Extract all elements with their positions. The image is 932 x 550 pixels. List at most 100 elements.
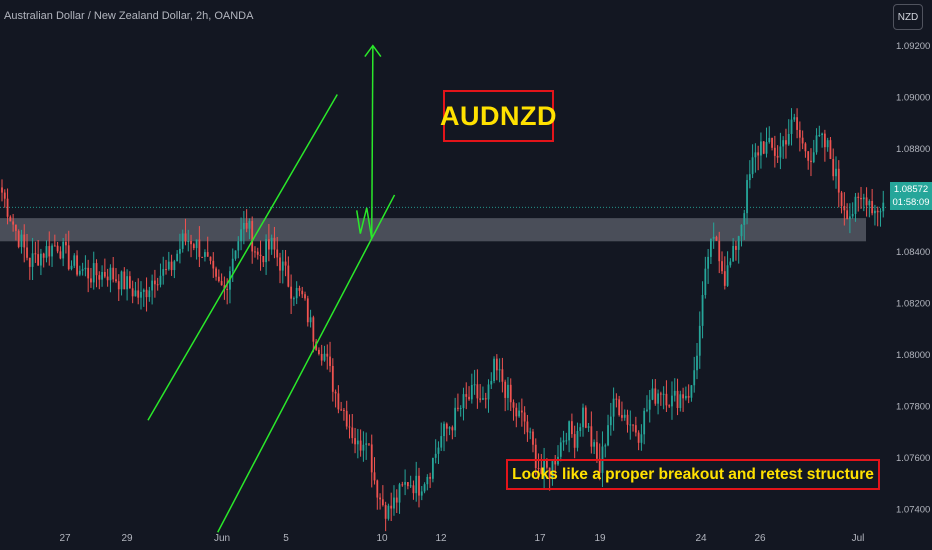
candle-body — [729, 261, 732, 266]
candle-body — [270, 237, 273, 250]
candle-body — [662, 393, 665, 395]
candle-body — [785, 140, 787, 145]
candle-body — [40, 253, 42, 266]
candle-body — [359, 440, 362, 451]
candle-body — [768, 137, 771, 143]
candle-body — [398, 484, 401, 503]
candle-body — [331, 365, 334, 392]
candle-body — [865, 197, 868, 206]
candle-body — [101, 271, 103, 280]
candle-body — [140, 291, 142, 298]
candle-body — [545, 460, 548, 468]
candle-body — [821, 133, 823, 135]
candle-body — [212, 260, 215, 269]
candle-body — [493, 358, 495, 382]
candle-body — [512, 402, 515, 408]
candle-body — [134, 290, 137, 297]
candle-body — [868, 200, 871, 206]
channel-upper — [147, 94, 338, 421]
candle-body — [715, 236, 718, 241]
candle-body — [565, 440, 568, 442]
candle-body — [618, 399, 621, 416]
candle-body — [529, 431, 532, 433]
candle-body — [217, 276, 220, 282]
candle-body — [84, 267, 87, 270]
candle-body — [596, 442, 598, 459]
candle-body — [365, 443, 368, 445]
time-tick-label: 17 — [534, 533, 546, 544]
price-tick-label: 1.08200 — [896, 299, 930, 310]
candle-body — [20, 234, 23, 247]
candle-body — [201, 256, 204, 258]
candle-body — [231, 258, 234, 272]
candle-body — [17, 230, 20, 247]
candle-body — [128, 276, 131, 289]
candle-body — [81, 269, 84, 271]
candle-body — [882, 202, 885, 212]
candle-body — [415, 475, 418, 494]
candle-body — [448, 427, 451, 429]
candle-body — [782, 140, 785, 147]
candle-body — [381, 499, 384, 506]
time-tick-label: Jun — [214, 533, 230, 544]
candle-body — [454, 407, 457, 431]
candle-body — [443, 423, 445, 437]
candle-body — [356, 440, 359, 445]
candle-body — [871, 200, 874, 214]
candle-body — [198, 239, 201, 257]
candle-body — [131, 288, 134, 297]
candle-body — [562, 440, 565, 443]
candle-body — [154, 280, 156, 285]
candle-body — [373, 472, 376, 481]
price-axis[interactable]: 1.092001.090001.088001.086001.084001.082… — [886, 0, 932, 550]
candle-body — [401, 484, 404, 486]
candle-body — [109, 267, 112, 281]
candle-body — [646, 409, 648, 411]
candle-body — [48, 246, 51, 257]
candle-body — [393, 497, 395, 509]
candle-body — [854, 196, 857, 214]
candle-body — [26, 247, 28, 258]
candle-body — [337, 393, 340, 410]
candle-body — [457, 407, 459, 409]
candle-body — [420, 491, 423, 496]
candle-body — [735, 245, 737, 250]
candle-body — [23, 234, 26, 248]
time-tick-label: 12 — [435, 533, 447, 544]
currency-button[interactable]: NZD — [893, 4, 923, 30]
candle-body — [862, 197, 865, 200]
symbol-header: Australian Dollar / New Zealand Dollar, … — [4, 10, 254, 22]
candle-body — [345, 410, 348, 427]
title-annotation: AUDNZD — [440, 90, 557, 142]
candle-body — [812, 152, 815, 163]
candle-body — [482, 398, 484, 400]
candle-body — [162, 269, 165, 276]
candle-body — [362, 444, 365, 451]
time-axis[interactable]: 27 29 Jun 5 10 12 17 19 24 26 Jul — [59, 533, 864, 544]
time-tick-label: 19 — [594, 533, 606, 544]
candle-body — [515, 407, 518, 417]
candle-body — [487, 384, 490, 400]
candle-body — [634, 425, 637, 433]
candle-body — [384, 505, 387, 519]
candle-body — [251, 221, 254, 252]
candle-body — [790, 119, 793, 134]
candle-body — [737, 236, 740, 250]
candle-body — [459, 408, 462, 410]
price-tick-label: 1.09200 — [896, 41, 930, 52]
candle-body — [609, 416, 612, 426]
candle-body — [115, 279, 117, 282]
candle-body — [59, 251, 62, 259]
candle-body — [743, 213, 746, 225]
candle-body — [507, 384, 509, 398]
candle-body — [843, 205, 846, 211]
candle-body — [757, 152, 760, 156]
price-tick-label: 1.07400 — [896, 505, 930, 516]
candle-body — [181, 233, 184, 249]
candle-body — [807, 151, 810, 161]
candle-body — [754, 152, 757, 158]
candle-body — [387, 505, 390, 519]
candle-body — [429, 476, 432, 479]
candle-body — [209, 256, 212, 261]
candle-body — [684, 395, 687, 399]
